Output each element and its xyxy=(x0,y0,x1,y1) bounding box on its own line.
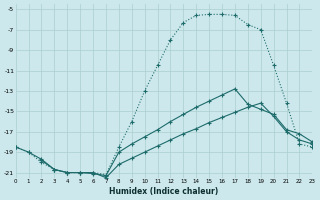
X-axis label: Humidex (Indice chaleur): Humidex (Indice chaleur) xyxy=(109,187,219,196)
